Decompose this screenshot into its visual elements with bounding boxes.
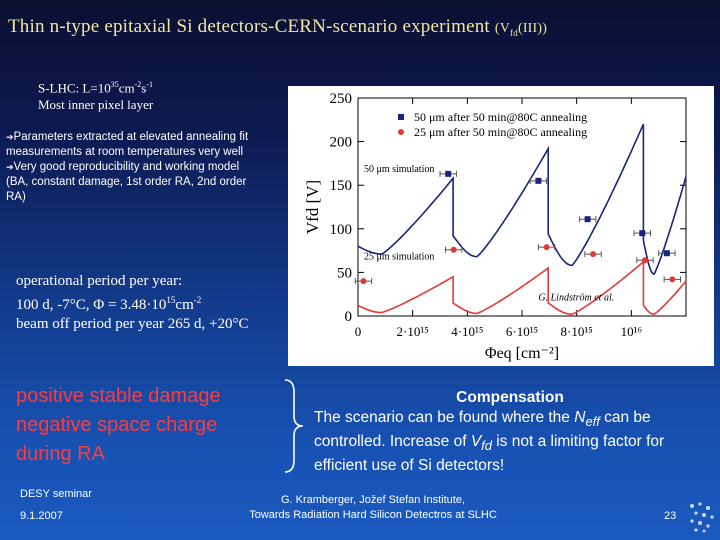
data-point-circle (543, 244, 550, 251)
y-tick-label: 250 (330, 91, 353, 107)
slide-title: Thin n-type epitaxial Si detectors-CERN-… (8, 16, 720, 38)
operational-line-2: 100 d, -7°C, Φ = 3.48·1015cm-2 (16, 291, 248, 315)
y-tick-label: 150 (330, 178, 353, 194)
annotation-50um: 50 μm simulation (364, 164, 434, 175)
op-fluence-unit: cm (175, 297, 194, 313)
x-tick-label: 6·10¹⁵ (506, 324, 538, 339)
legend-marker-square (398, 114, 404, 120)
damage-line-3: during RA (16, 443, 105, 465)
compensation-text: The scenario can be found where the Neff… (314, 408, 714, 476)
slhc-layer: Most inner pixel layer (38, 97, 154, 113)
comp-n: N (574, 409, 586, 426)
title-sub-prefix: (V (494, 21, 511, 36)
footer-author-line-2: Towards Radiation Hard Silicon Detectros… (249, 509, 497, 521)
x-tick-label: 8·10¹⁵ (561, 324, 593, 339)
y-tick-label: 50 (337, 265, 352, 281)
legend-label: 25 μm after 50 min@80C annealing (414, 125, 587, 139)
y-axis-label: Vfd [V] (303, 180, 322, 234)
op-fluence-exp: 15 (166, 295, 176, 305)
footer-author: G. Kramberger, Jožef Stefan Institute, T… (228, 493, 518, 523)
damage-line-2: negative space charge (16, 414, 218, 436)
compensation-block: Compensation The scenario can be found w… (314, 388, 714, 476)
lumi-s: s (141, 80, 147, 96)
parameters-list: ➔Parameters extracted at elevated anneal… (6, 130, 268, 205)
lumi-exp2: -2 (134, 80, 142, 89)
vfd-chart: 0 50 100 150 200 250 0 2·10¹⁵ 4·10¹⁵ 6·10¹⁵ 8·10¹⁵… (303, 91, 687, 362)
compensation-heading: Compensation (456, 389, 564, 406)
right-brace-icon (284, 379, 304, 473)
page-number: 23 (664, 510, 677, 522)
slhc-luminosity: S-LHC: L=1035cm-2s-1 (38, 76, 153, 96)
chart-panel: 0 50 100 150 200 250 0 2·10¹⁵ 4·10¹⁵ 6·10¹⁵ 8·10¹⁵… (288, 86, 714, 366)
footer-seminar: DESY seminar (20, 488, 92, 500)
data-point-circle (590, 251, 597, 258)
y-tick-label: 100 (330, 222, 353, 238)
simulation-curve (357, 123, 687, 276)
operational-line-3: beam off period per year 265 d, +20°C (16, 316, 249, 332)
lumi-prefix: S-LHC: L=10 (38, 80, 111, 96)
data-point-circle (360, 278, 367, 285)
title-sub-index: fd (510, 27, 518, 38)
param-text-1: Parameters extracted at elevated anneali… (6, 131, 249, 158)
data-point-circle (669, 276, 676, 283)
legend-marker-circle (398, 129, 404, 135)
x-axis-label: Φeq [cm⁻²] (485, 345, 559, 362)
data-point-circle (450, 246, 457, 253)
operational-line-1: operational period per year: (16, 273, 183, 289)
comp-eff: eff (585, 414, 600, 430)
comp-text-3: is not a limiting factor for efficient u… (314, 433, 665, 475)
data-point-square (445, 170, 452, 177)
op-fluence-prefix: 100 d, -7°C, Φ = 3.48·10 (16, 297, 167, 313)
damage-statement: positive stable damage negative space ch… (16, 382, 221, 469)
data-point-circle (642, 257, 648, 264)
y-tick-label: 0 (345, 309, 353, 325)
y-tick-label: 200 (330, 135, 353, 151)
x-tick-label: 4·10¹⁵ (451, 324, 483, 339)
arrow-icon: ➔ (6, 132, 14, 142)
data-point-square (639, 230, 646, 237)
op-fluence-unit-exp: -2 (193, 295, 202, 305)
simulation-curve (357, 260, 687, 316)
annotation-25um: 25 μm simulation (364, 251, 434, 262)
comp-v: V (470, 433, 482, 451)
damage-line-1: positive stable damage (16, 385, 221, 407)
corner-decoration-icon (690, 502, 714, 533)
lumi-exp1: 35 (110, 80, 119, 89)
footer-author-line-1: G. Kramberger, Jožef Stefan Institute, (280, 494, 466, 506)
operational-period: operational period per year: 100 d, -7°C… (16, 272, 248, 334)
param-item-1: ➔Parameters extracted at elevated anneal… (6, 130, 268, 160)
data-point-square (535, 177, 542, 184)
x-tick-label: 0 (355, 324, 362, 339)
x-tick-label: 10¹⁶ (621, 324, 642, 339)
data-point-square (663, 250, 670, 257)
x-tick-label: 2·10¹⁵ (397, 324, 429, 339)
lumi-exp3: -1 (146, 80, 153, 89)
arrow-icon: ➔ (6, 162, 14, 172)
slide-title-sub: (Vfd(III)) (494, 21, 548, 38)
title-sub-suffix: (III)) (517, 21, 548, 36)
comp-fd: fd (481, 438, 492, 454)
lumi-cm: cm (118, 80, 135, 96)
annotation-credit: G. Lindström et al. (538, 292, 614, 303)
comp-text-1: The scenario can be found where the (314, 409, 575, 426)
param-item-3: (BA, constant damage, 1st order RA, 2nd … (6, 176, 247, 203)
slide-title-main: Thin n-type epitaxial Si detectors-CERN-… (8, 16, 490, 37)
footer-date: 9.1.2007 (20, 510, 63, 522)
param-item-2: ➔Very good reproducibility and working m… (6, 160, 268, 175)
slhc-info: S-LHC: L=1035cm-2s-1 Most inner pixel la… (38, 76, 153, 113)
data-point-square (584, 216, 591, 223)
legend-label: 50 μm after 50 min@80C annealing (414, 110, 587, 124)
param-text-2: Very good reproducibility and working mo… (13, 161, 240, 173)
comp-text-2: can be controlled. Increase of (314, 409, 651, 451)
